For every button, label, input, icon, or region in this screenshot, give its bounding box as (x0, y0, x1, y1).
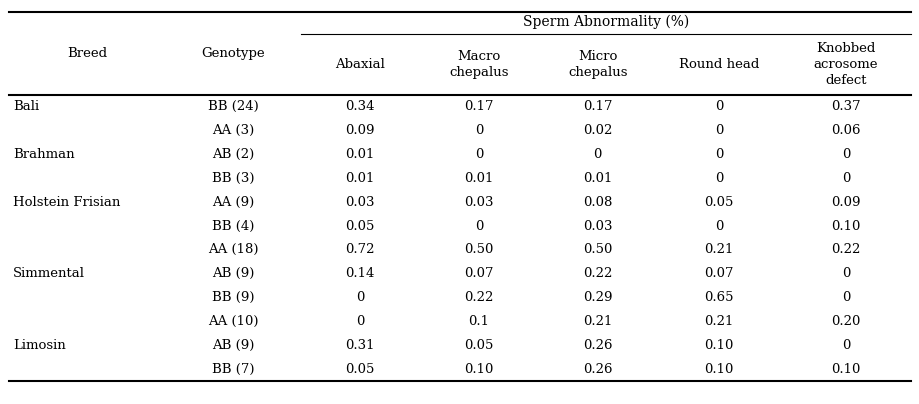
Text: 0: 0 (714, 124, 722, 137)
Text: 0.37: 0.37 (830, 100, 860, 114)
Text: Macro
chepalus: Macro chepalus (448, 50, 508, 79)
Text: Sperm Abnormality (%): Sperm Abnormality (%) (522, 15, 688, 29)
Text: AA (18): AA (18) (208, 243, 258, 257)
Text: 0.22: 0.22 (583, 267, 612, 280)
Text: 0.05: 0.05 (345, 362, 374, 376)
Text: 0.06: 0.06 (831, 124, 860, 137)
Text: 0.21: 0.21 (583, 315, 612, 328)
Text: 0: 0 (356, 291, 364, 304)
Text: Abaxial: Abaxial (335, 58, 385, 71)
Text: 0: 0 (841, 172, 849, 185)
Text: 0.21: 0.21 (704, 315, 733, 328)
Text: 0.50: 0.50 (583, 243, 612, 257)
Text: AA (3): AA (3) (212, 124, 254, 137)
Text: BB (3): BB (3) (211, 172, 255, 185)
Text: 0.17: 0.17 (464, 100, 494, 114)
Text: 0.02: 0.02 (583, 124, 612, 137)
Text: BB (7): BB (7) (211, 362, 255, 376)
Text: Round head: Round head (678, 58, 758, 71)
Text: 0.29: 0.29 (583, 291, 612, 304)
Text: BB (4): BB (4) (212, 219, 255, 233)
Text: 0.01: 0.01 (583, 172, 612, 185)
Text: 0.10: 0.10 (831, 219, 860, 233)
Text: BB (24): BB (24) (208, 100, 258, 114)
Text: 0: 0 (474, 124, 482, 137)
Text: 0.65: 0.65 (704, 291, 733, 304)
Text: 0.72: 0.72 (345, 243, 374, 257)
Text: 0.34: 0.34 (345, 100, 374, 114)
Text: 0.10: 0.10 (831, 362, 860, 376)
Text: Bali: Bali (13, 100, 39, 114)
Text: 0: 0 (841, 267, 849, 280)
Text: 0.10: 0.10 (464, 362, 494, 376)
Text: 0.09: 0.09 (831, 196, 860, 209)
Text: 0.50: 0.50 (464, 243, 494, 257)
Text: 0.01: 0.01 (464, 172, 494, 185)
Text: 0.22: 0.22 (464, 291, 494, 304)
Text: 0.08: 0.08 (583, 196, 612, 209)
Text: Simmental: Simmental (13, 267, 85, 280)
Text: 0.17: 0.17 (583, 100, 612, 114)
Text: 0.26: 0.26 (583, 339, 612, 352)
Text: 0.05: 0.05 (704, 196, 733, 209)
Text: 0: 0 (474, 148, 482, 161)
Text: 0.22: 0.22 (831, 243, 860, 257)
Text: AB (2): AB (2) (212, 148, 254, 161)
Text: 0: 0 (714, 100, 722, 114)
Text: 0.05: 0.05 (464, 339, 494, 352)
Text: Brahman: Brahman (13, 148, 74, 161)
Text: 0.20: 0.20 (831, 315, 860, 328)
Text: 0.07: 0.07 (464, 267, 494, 280)
Text: Micro
chepalus: Micro chepalus (567, 50, 627, 79)
Text: 0.26: 0.26 (583, 362, 612, 376)
Text: 0.03: 0.03 (345, 196, 374, 209)
Text: 0.07: 0.07 (704, 267, 733, 280)
Text: Limosin: Limosin (13, 339, 65, 352)
Text: 0.1: 0.1 (468, 315, 489, 328)
Text: 0.21: 0.21 (704, 243, 733, 257)
Text: 0.10: 0.10 (704, 339, 733, 352)
Text: 0: 0 (356, 315, 364, 328)
Text: BB (9): BB (9) (211, 291, 255, 304)
Text: AA (10): AA (10) (208, 315, 258, 328)
Text: AB (9): AB (9) (212, 267, 255, 280)
Text: 0.01: 0.01 (345, 148, 374, 161)
Text: 0: 0 (474, 219, 482, 233)
Text: Holstein Frisian: Holstein Frisian (13, 196, 120, 209)
Text: Knobbed
acrosome
defect: Knobbed acrosome defect (813, 42, 878, 87)
Text: 0.14: 0.14 (345, 267, 374, 280)
Text: 0.03: 0.03 (464, 196, 494, 209)
Text: Breed: Breed (67, 47, 108, 60)
Text: 0: 0 (841, 148, 849, 161)
Text: 0.01: 0.01 (345, 172, 374, 185)
Text: 0.10: 0.10 (704, 362, 733, 376)
Text: 0: 0 (714, 172, 722, 185)
Text: 0.31: 0.31 (345, 339, 374, 352)
Text: 0.03: 0.03 (583, 219, 612, 233)
Text: 0: 0 (841, 339, 849, 352)
Text: AB (9): AB (9) (212, 339, 255, 352)
Text: 0: 0 (841, 291, 849, 304)
Text: 0: 0 (593, 148, 601, 161)
Text: 0.05: 0.05 (345, 219, 374, 233)
Text: 0: 0 (714, 148, 722, 161)
Text: AA (9): AA (9) (212, 196, 254, 209)
Text: 0: 0 (714, 219, 722, 233)
Text: 0.09: 0.09 (345, 124, 374, 137)
Text: Genotype: Genotype (201, 47, 265, 60)
